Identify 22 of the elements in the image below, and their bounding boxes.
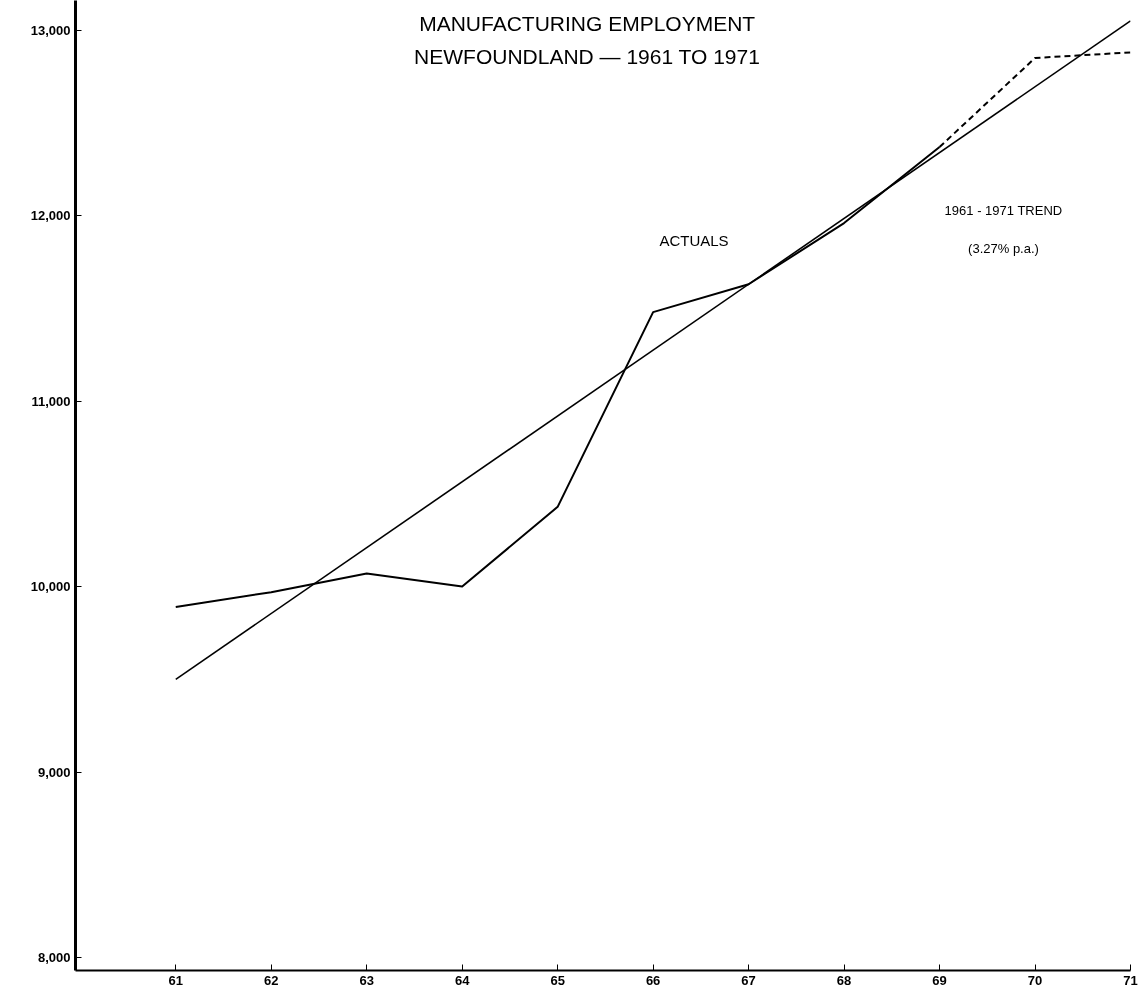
- x-tick-label: 71: [1123, 972, 1138, 988]
- x-tick-label: 66: [645, 972, 661, 988]
- x-tick-label: 69: [932, 972, 947, 988]
- y-tick-label: 12,000: [30, 208, 71, 224]
- x-tick-label: 64: [454, 972, 471, 988]
- x-tick-label: 68: [836, 972, 852, 988]
- y-tick-label: 11,000: [31, 393, 71, 409]
- x-tick-label: 62: [263, 972, 279, 988]
- x-tick-label: 63: [359, 972, 374, 988]
- annotation: (3.27% p.a.): [968, 241, 1039, 257]
- x-tick-label: 65: [550, 972, 565, 988]
- text: MANUFACTURING EMPLOYMENT: [419, 12, 756, 36]
- y-tick-label: 10,000: [30, 579, 71, 595]
- annotation: 1961 - 1971 TREND: [944, 203, 1063, 219]
- y-tick-label: 8,000: [37, 950, 71, 966]
- x-tick-label: 67: [741, 972, 756, 988]
- text: NEWFOUNDLAND — 1961 TO 1971: [414, 45, 760, 69]
- text: ACTUALS: [659, 232, 729, 250]
- x-tick-label: 70: [1027, 972, 1043, 988]
- x-tick-label: 61: [168, 972, 183, 988]
- y-tick-label: 13,000: [30, 22, 71, 38]
- y-tick-label: 9,000: [37, 764, 71, 780]
